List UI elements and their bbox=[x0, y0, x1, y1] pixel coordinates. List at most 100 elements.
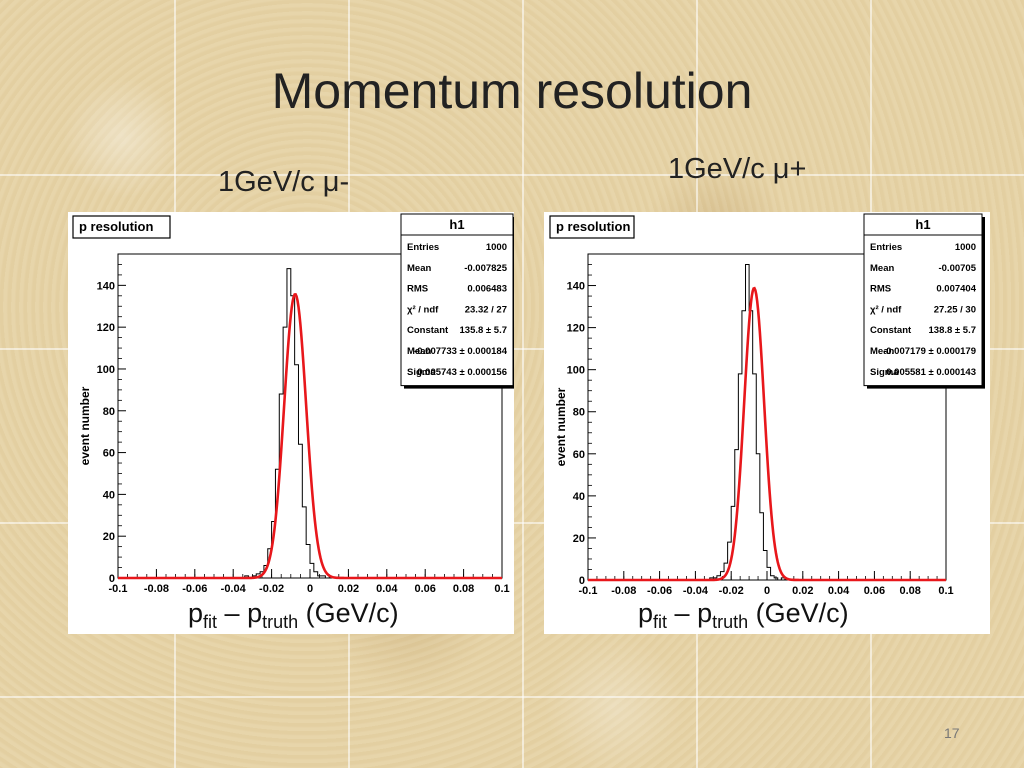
x-tick-label: 0 bbox=[764, 585, 770, 597]
stats-row-value: -0.007733 ± 0.000184 bbox=[414, 346, 508, 357]
x-label-truth: truth bbox=[262, 612, 299, 632]
x-tick-label: 0.06 bbox=[414, 583, 435, 595]
x-tick-label: -0.06 bbox=[182, 583, 207, 595]
stats-row-label: Constant bbox=[407, 325, 449, 336]
stats-row-label: Entries bbox=[870, 242, 902, 253]
y-axis-label: event number bbox=[78, 386, 92, 465]
x-tick-label: -0.1 bbox=[109, 583, 128, 595]
chart-title: p resolution bbox=[556, 219, 630, 234]
stats-row-label: Mean bbox=[870, 263, 894, 274]
stats-box-frame bbox=[400, 213, 514, 387]
stats-row-value: 0.006483 bbox=[467, 284, 507, 295]
x-tick-label: 0.06 bbox=[864, 585, 885, 597]
x-label-truth: truth bbox=[712, 612, 749, 632]
background-tile-line bbox=[0, 696, 1024, 698]
x-label-fit: fit bbox=[653, 612, 668, 632]
x-label-fit: fit bbox=[203, 612, 218, 632]
background-tile-line bbox=[0, 174, 1024, 176]
x-tick-label: -0.08 bbox=[611, 585, 636, 597]
y-tick-label: 120 bbox=[567, 323, 585, 335]
x-tick-label: -0.1 bbox=[579, 585, 598, 597]
x-label-unit: (GeV/c) bbox=[748, 598, 849, 628]
y-tick-label: 60 bbox=[103, 448, 115, 460]
gaussian-fit-curve bbox=[588, 286, 946, 582]
stats-box-name: h1 bbox=[915, 217, 930, 232]
left-histogram-panel: p resolution event number 0 20 40 60 80 100 120 1… bbox=[68, 212, 514, 634]
stats-row-label: χ² / ndf bbox=[870, 304, 902, 315]
x-tick-label: 0.02 bbox=[338, 583, 359, 595]
right-chart-subtitle: 1GeV/c μ+ bbox=[668, 153, 807, 185]
y-tick-label: 140 bbox=[97, 280, 115, 292]
stats-row-label: RMS bbox=[870, 284, 891, 295]
stats-row-label: Entries bbox=[407, 242, 439, 253]
stats-row-value: -0.007179 ± 0.000179 bbox=[883, 346, 976, 357]
y-tick-label: 0 bbox=[579, 575, 585, 587]
stats-row-value: -0.00705 bbox=[938, 263, 976, 274]
stats-row-value: 1000 bbox=[955, 242, 976, 253]
slide-title: Momentum resolution bbox=[271, 63, 753, 119]
x-tick-label: -0.04 bbox=[221, 583, 247, 595]
stats-box-name: h1 bbox=[449, 217, 464, 232]
y-tick-label: 80 bbox=[103, 406, 115, 418]
y-axis-label: event number bbox=[554, 387, 568, 466]
x-label-dash: – p bbox=[667, 598, 713, 628]
y-tick-label: 0 bbox=[109, 573, 115, 585]
x-label-p: p bbox=[638, 598, 654, 628]
y-tick-label: 80 bbox=[573, 407, 585, 419]
stats-row-value: -0.007825 bbox=[464, 263, 508, 274]
y-tick-label: 120 bbox=[97, 322, 115, 334]
stats-row-value: 0.005743 ± 0.000156 bbox=[417, 367, 507, 378]
x-tick-label: 0.04 bbox=[376, 583, 398, 595]
stats-row-label: Mean bbox=[407, 263, 431, 274]
chart-title: p resolution bbox=[79, 219, 153, 234]
gaussian-fit-curve bbox=[118, 293, 502, 580]
chart-title-box bbox=[549, 215, 635, 239]
right-x-axis-label: pfit – ptruth (GeV/c) bbox=[638, 598, 849, 633]
x-tick-label: -0.02 bbox=[259, 583, 284, 595]
x-tick-label: 0.04 bbox=[828, 585, 850, 597]
y-tick-label: 20 bbox=[573, 533, 585, 545]
stats-row-value: 0.007404 bbox=[936, 284, 976, 295]
stats-row-value: 1000 bbox=[486, 242, 507, 253]
x-tick-label: -0.02 bbox=[719, 585, 744, 597]
x-label-dash: – p bbox=[217, 598, 263, 628]
stats-row-label: Sigma bbox=[407, 367, 436, 378]
stats-row-value: 23.32 / 27 bbox=[465, 304, 507, 315]
y-tick-label: 60 bbox=[573, 449, 585, 461]
stats-row-value: 0.005581 ± 0.000143 bbox=[886, 367, 976, 378]
x-label-unit: (GeV/c) bbox=[298, 598, 399, 628]
stats-row-label: Constant bbox=[870, 325, 912, 336]
right-histogram-panel: p resolution event number 0 20 40 60 80 100 120 1… bbox=[544, 212, 990, 634]
y-tick-label: 140 bbox=[567, 281, 585, 293]
x-tick-label: -0.06 bbox=[647, 585, 672, 597]
x-tick-label: 0.1 bbox=[494, 583, 509, 595]
x-tick-label: 0.08 bbox=[899, 585, 920, 597]
stats-row-label: χ² / ndf bbox=[407, 304, 439, 315]
x-tick-label: -0.08 bbox=[144, 583, 169, 595]
y-tick-label: 40 bbox=[573, 491, 585, 503]
y-tick-label: 40 bbox=[103, 489, 115, 501]
stats-row-value: 138.8 ± 5.7 bbox=[929, 325, 976, 336]
y-tick-label: 100 bbox=[97, 364, 115, 376]
left-histogram-chart: p resolution event number 0 20 40 60 80 100 120 1… bbox=[72, 213, 514, 595]
stats-row-label: Mean bbox=[407, 346, 431, 357]
stats-row-label: Mean bbox=[870, 346, 894, 357]
x-tick-label: 0.1 bbox=[938, 585, 953, 597]
x-tick-label: 0 bbox=[307, 583, 313, 595]
stats-box: h1 Entries 1000 Mean -0.00705 RMS 0.007404 χ² /… bbox=[863, 213, 983, 387]
x-tick-label: 0.02 bbox=[792, 585, 813, 597]
stats-row-value: 135.8 ± 5.7 bbox=[460, 325, 507, 336]
right-histogram-chart: p resolution event number 0 20 40 60 80 100 120 1… bbox=[549, 213, 985, 597]
left-chart-subtitle: 1GeV/c μ- bbox=[218, 166, 350, 198]
x-label-p: p bbox=[188, 598, 204, 628]
x-tick-label: -0.04 bbox=[683, 585, 709, 597]
background-tile-line bbox=[522, 0, 524, 768]
chart-title-box bbox=[72, 215, 171, 239]
y-tick-label: 100 bbox=[567, 365, 585, 377]
stats-box-frame bbox=[863, 213, 983, 387]
left-x-axis-label: pfit – ptruth (GeV/c) bbox=[188, 598, 399, 633]
stats-row-label: RMS bbox=[407, 284, 428, 295]
y-tick-label: 20 bbox=[103, 531, 115, 543]
stats-box: h1 Entries 1000 Mean -0.007825 RMS 0.006483 χ² … bbox=[400, 213, 514, 387]
x-tick-label: 0.08 bbox=[453, 583, 474, 595]
